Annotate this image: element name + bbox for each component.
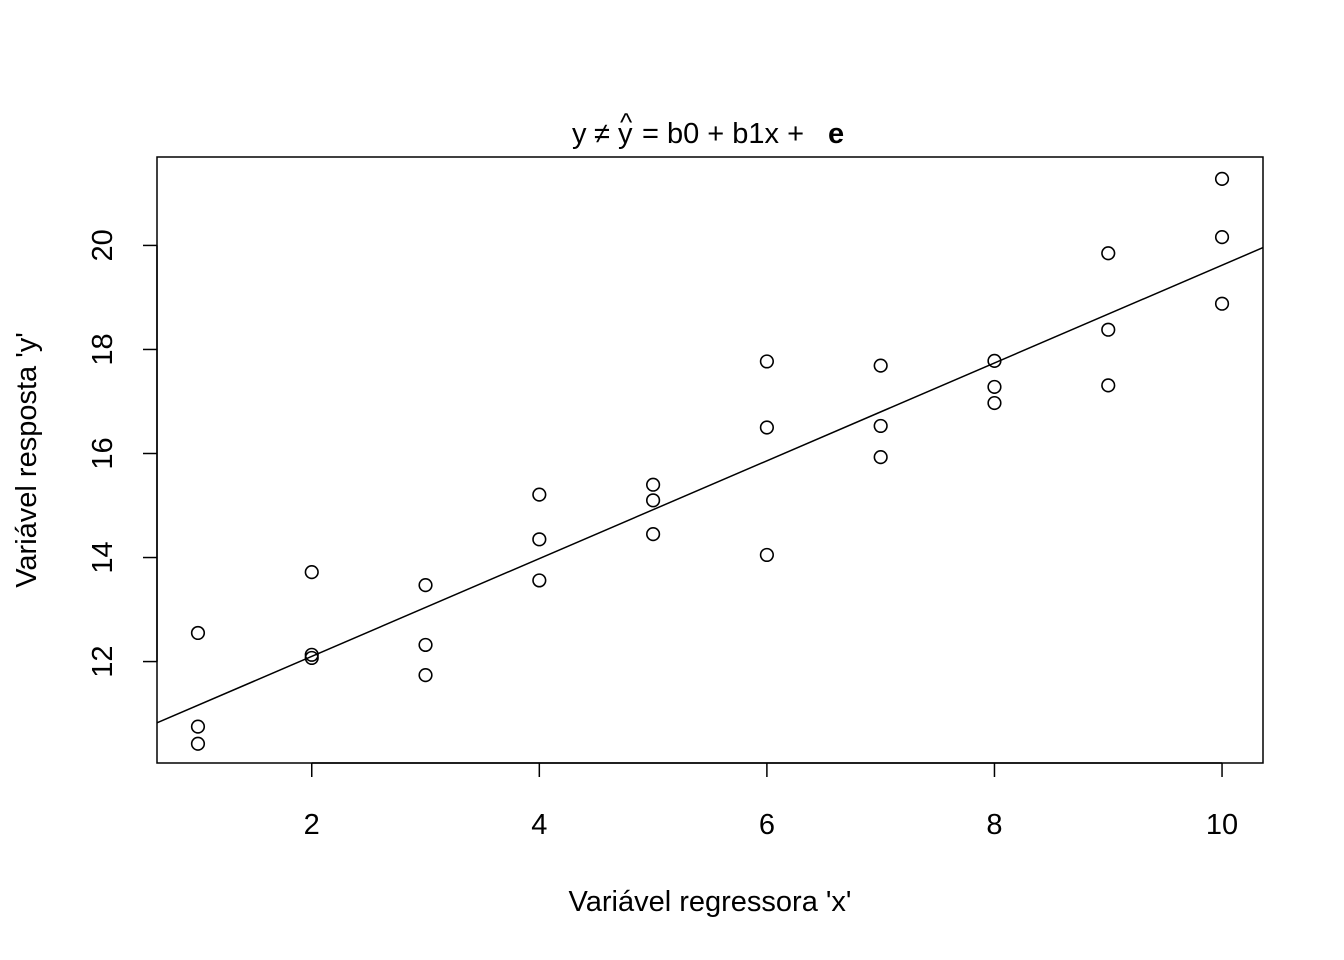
data-point	[532, 532, 547, 547]
y-tick-label: 16	[87, 437, 119, 469]
plot-frame	[156, 156, 1264, 764]
data-point	[304, 564, 319, 580]
data-point	[987, 353, 1002, 369]
regression-line	[156, 246, 1264, 724]
y-axis-title: Variável resposta 'y'	[11, 332, 43, 588]
data-point	[759, 420, 774, 435]
y-axis: 12 14 16 18 20	[87, 229, 158, 678]
data-point	[759, 354, 774, 369]
title-lhs: y	[572, 118, 587, 150]
chart-title: y ≠ y ^ = b0 + b1x + e	[572, 107, 844, 150]
x-axis-title: Variável regressora 'x'	[569, 886, 852, 918]
x-tick-label: 10	[1206, 809, 1238, 841]
title-error-term: e	[828, 118, 844, 150]
data-point	[1214, 230, 1230, 245]
data-point	[1101, 322, 1116, 337]
data-point	[987, 379, 1002, 395]
regression-line-group	[156, 246, 1264, 724]
data-point	[1101, 378, 1116, 393]
data-point	[646, 477, 661, 492]
x-axis: 2 4 6 8 10	[304, 762, 1238, 841]
data-point	[873, 418, 888, 434]
title-rhs: = b0 + b1x +	[642, 118, 804, 150]
data-point	[646, 493, 661, 508]
title-neq: ≠	[594, 118, 610, 150]
data-point	[646, 527, 661, 542]
data-point	[532, 487, 547, 502]
data-point	[304, 650, 319, 666]
data-point	[190, 719, 206, 734]
data-point	[1214, 296, 1230, 311]
x-tick-label: 4	[531, 809, 547, 841]
title-yhat: y	[618, 118, 633, 150]
data-point	[873, 450, 888, 465]
title-hat: ^	[620, 107, 633, 137]
y-tick-label: 12	[87, 645, 119, 677]
data-point	[190, 625, 206, 641]
x-tick-label: 2	[304, 809, 320, 841]
y-tick-label: 14	[87, 541, 119, 573]
data-point	[873, 358, 888, 373]
data-point	[987, 395, 1002, 411]
data-points	[190, 171, 1230, 751]
y-tick-label: 18	[87, 333, 119, 365]
data-point	[418, 667, 433, 683]
data-point	[190, 736, 206, 751]
data-point	[1101, 246, 1116, 261]
data-point	[418, 637, 433, 653]
y-tick-label: 20	[87, 229, 119, 261]
data-point	[1214, 171, 1230, 186]
data-point	[418, 578, 433, 593]
x-tick-label: 6	[759, 809, 775, 841]
data-point	[532, 573, 547, 588]
x-tick-label: 8	[986, 809, 1002, 841]
data-point	[759, 547, 774, 563]
